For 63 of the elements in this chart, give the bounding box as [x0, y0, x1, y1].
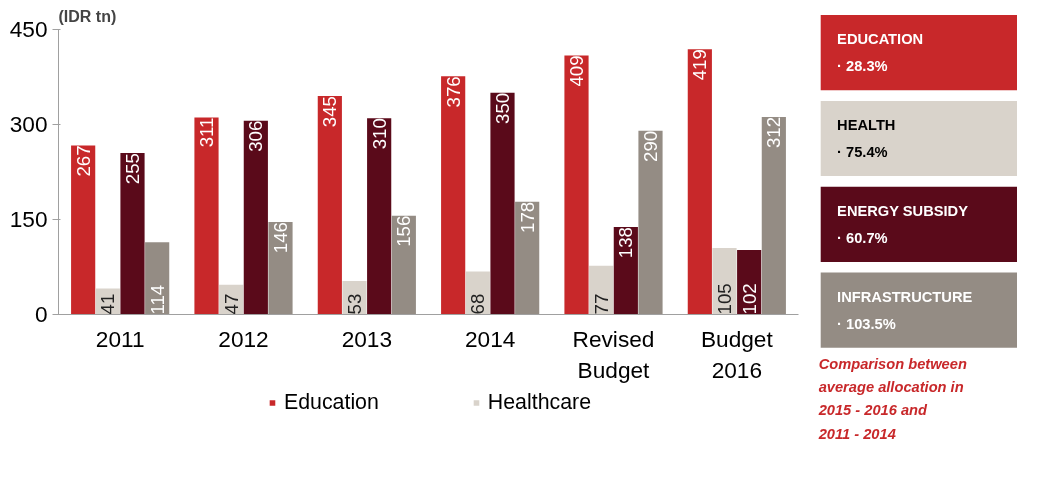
- text: EDUCATION: [837, 31, 924, 48]
- data-label: 53: [344, 293, 365, 315]
- bar: [194, 117, 219, 315]
- data-label: 345: [319, 95, 341, 128]
- data-label: 178: [516, 201, 538, 233]
- legend-label: Education: [283, 389, 379, 415]
- data-label: 267: [72, 145, 94, 177]
- text: · 28.3%: [837, 57, 888, 74]
- text: · 75.4%: [837, 143, 888, 160]
- bar: [71, 145, 96, 315]
- x-tick-label: 2012: [218, 325, 269, 352]
- data-label: 41: [97, 293, 119, 315]
- x-tick-label: Budget 2016: [700, 325, 774, 383]
- text: INFRASTRUCTURE: [837, 288, 973, 305]
- x-tick-label: 2014: [464, 325, 516, 352]
- legend-label: Healthcare: [487, 389, 592, 415]
- text: HEALTH: [837, 117, 896, 134]
- y-axis-title: (IDR tn): [58, 7, 117, 25]
- data-label: 310: [368, 118, 390, 150]
- bar: [391, 215, 416, 315]
- data-label: 306: [245, 120, 267, 152]
- data-label: 376: [442, 76, 464, 108]
- bar: [243, 120, 268, 315]
- text: Comparison between average allocation in 2015 - 2016 and 2011 - 2014: [817, 356, 967, 442]
- data-label: 77: [590, 293, 612, 315]
- data-label: 114: [146, 284, 168, 315]
- data-label: 312: [763, 116, 785, 149]
- text: · 60.7%: [837, 229, 888, 246]
- bar: [687, 49, 712, 315]
- bar: [441, 76, 466, 315]
- y-tick-label: 150: [9, 206, 48, 232]
- text: · 103.5%: [837, 315, 896, 332]
- x-tick-label: 2011: [95, 325, 145, 352]
- text: ENERGY SUBSIDY: [837, 202, 969, 219]
- data-label: 138: [615, 227, 637, 259]
- bar: [712, 248, 737, 315]
- data-label: 409: [566, 55, 587, 87]
- bar: [638, 130, 663, 315]
- data-label: 68: [467, 293, 489, 315]
- data-label: 311: [196, 117, 217, 148]
- data-label: 419: [689, 49, 711, 81]
- y-tick-label: 0: [34, 301, 48, 327]
- bar: [145, 242, 170, 315]
- bar: [317, 96, 342, 315]
- bar: [268, 222, 293, 315]
- data-label: 47: [220, 293, 242, 315]
- bar: [564, 55, 589, 315]
- x-tick-label: Revised Budget: [572, 325, 655, 383]
- bar: [120, 153, 145, 315]
- data-label: 102: [738, 283, 760, 315]
- data-label: 350: [492, 92, 513, 124]
- data-label: 290: [640, 130, 661, 162]
- y-tick-label: 300: [9, 111, 48, 137]
- data-label: 255: [122, 152, 143, 185]
- bar: [515, 201, 540, 315]
- bar: [490, 92, 515, 315]
- bar: [367, 118, 392, 315]
- x-tick-label: 2013: [341, 325, 393, 352]
- y-tick-label: 450: [9, 16, 48, 42]
- data-label: 156: [393, 215, 415, 247]
- data-label: 105: [714, 283, 735, 315]
- data-label: 146: [270, 222, 291, 254]
- bar: [761, 116, 786, 315]
